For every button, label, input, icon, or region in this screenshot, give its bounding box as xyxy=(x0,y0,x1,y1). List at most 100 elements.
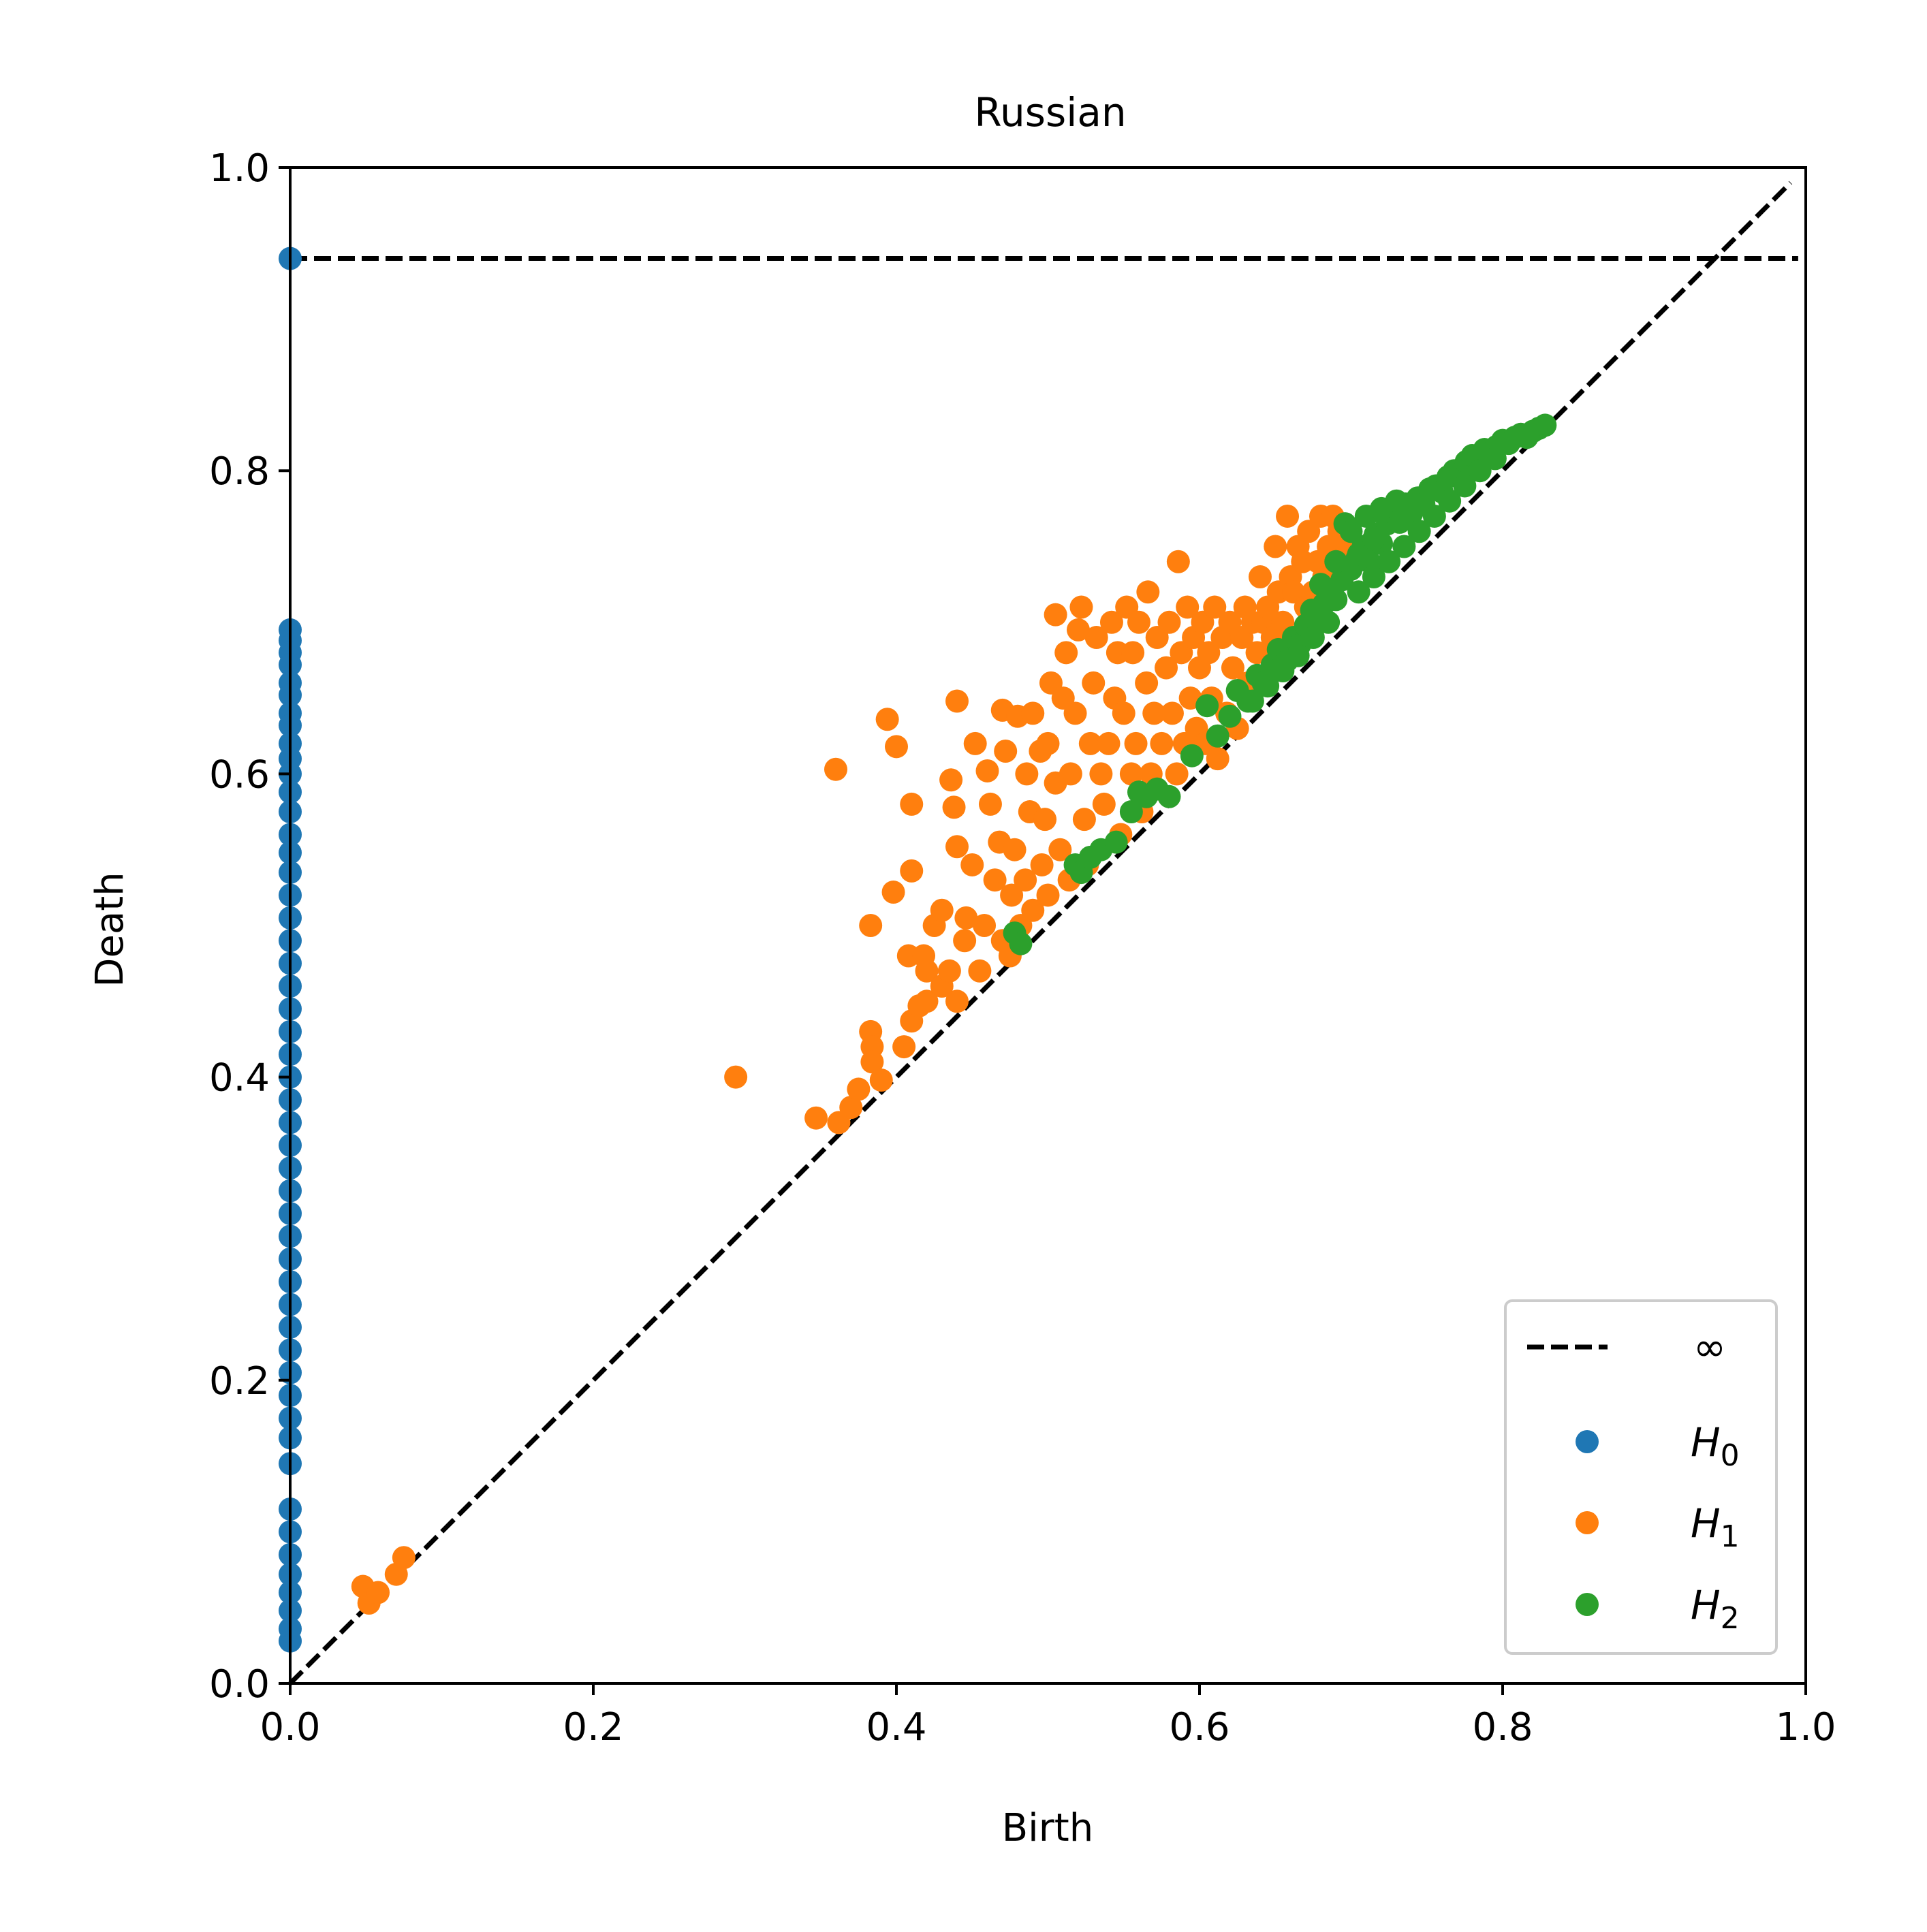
point-h1 xyxy=(869,1068,893,1092)
point-h1 xyxy=(1121,641,1145,665)
point-h1 xyxy=(954,906,978,930)
point-h1 xyxy=(1112,701,1135,725)
point-h1 xyxy=(1135,671,1159,695)
point-h2 xyxy=(1180,744,1204,767)
point-h1 xyxy=(994,740,1018,763)
point-h1 xyxy=(839,1096,863,1120)
plot-frame xyxy=(289,166,1807,1685)
point-h2 xyxy=(1347,542,1370,566)
point-h1 xyxy=(930,898,954,922)
point-h2 xyxy=(1119,800,1143,824)
point-h1 xyxy=(392,1546,416,1570)
point-h1 xyxy=(900,859,924,883)
point-h2 xyxy=(1377,550,1401,573)
x-axis-ticks: 0.0 0.2 0.4 0.6 0.8 1.0 xyxy=(260,1683,1836,1749)
point-h1 xyxy=(1119,762,1143,786)
point-h2 xyxy=(1218,704,1242,728)
x-tick-label: 1.0 xyxy=(1775,1705,1836,1749)
point-h1 xyxy=(885,735,908,759)
point-h1 xyxy=(1067,618,1090,642)
point-h2 xyxy=(1009,932,1033,955)
point-h1 xyxy=(1021,701,1045,725)
point-h1 xyxy=(724,1065,748,1089)
point-h1 xyxy=(1097,731,1121,755)
point-h1 xyxy=(892,1035,916,1059)
legend-swatch-h1 xyxy=(1576,1511,1599,1534)
point-h1 xyxy=(1078,731,1102,755)
y-tick-label: 0.8 xyxy=(209,449,270,494)
point-h2 xyxy=(1324,588,1348,612)
legend-infinity-label: ∞ xyxy=(1693,1324,1726,1370)
point-h2 xyxy=(1483,447,1507,471)
chart-title: Russian xyxy=(974,89,1126,136)
point-h1 xyxy=(1054,641,1078,665)
point-h1 xyxy=(1155,656,1178,680)
point-h1 xyxy=(1176,595,1200,619)
point-h1 xyxy=(1165,762,1189,786)
point-h1 xyxy=(1127,610,1150,634)
point-h1 xyxy=(1099,610,1123,634)
point-h1 xyxy=(1150,731,1174,755)
point-h1 xyxy=(881,881,905,904)
point-h2 xyxy=(1256,674,1280,698)
y-tick-label: 0.4 xyxy=(209,1056,270,1100)
y-tick-label: 0.2 xyxy=(209,1359,270,1404)
point-h1 xyxy=(915,989,939,1013)
point-h1 xyxy=(1249,565,1272,589)
point-h1 xyxy=(875,708,899,731)
point-h2 xyxy=(1324,550,1348,573)
point-h1 xyxy=(804,1106,828,1130)
point-h1 xyxy=(859,914,883,937)
point-h1 xyxy=(1014,868,1037,892)
point-h1 xyxy=(1124,731,1148,755)
point-h1 xyxy=(1276,504,1300,528)
point-h1 xyxy=(978,792,1002,816)
y-axis-ticks: 0.0 0.2 0.4 0.6 0.8 1.0 xyxy=(209,146,290,1707)
point-h1 xyxy=(1048,838,1072,861)
point-h2 xyxy=(1309,573,1332,597)
point-h1 xyxy=(939,768,963,792)
point-h1 xyxy=(1089,762,1113,786)
legend-swatch-h2 xyxy=(1576,1593,1599,1616)
x-tick-label: 0.0 xyxy=(260,1705,320,1749)
y-tick-label: 0.6 xyxy=(209,753,270,797)
point-h2 xyxy=(1339,520,1363,543)
point-h1 xyxy=(1033,808,1057,832)
legend-box xyxy=(1504,1299,1778,1655)
point-h1 xyxy=(915,959,939,983)
point-h2 xyxy=(1453,474,1477,498)
point-h1 xyxy=(1015,762,1039,786)
point-h1 xyxy=(1166,550,1190,573)
point-h2 xyxy=(1438,489,1462,513)
point-h1 xyxy=(1021,898,1045,922)
point-h1 xyxy=(1003,838,1027,861)
point-h2 xyxy=(1422,504,1446,528)
point-h1 xyxy=(1197,641,1221,665)
point-h1 xyxy=(1044,603,1067,627)
point-h1 xyxy=(973,914,997,937)
point-h1 xyxy=(942,795,966,819)
legend-label-h0: H0 xyxy=(1691,1419,1740,1473)
point-h2 xyxy=(1362,565,1385,589)
point-h1 xyxy=(860,1050,884,1074)
point-h1 xyxy=(963,731,987,755)
point-h1 xyxy=(1036,883,1060,907)
x-tick-label: 0.2 xyxy=(563,1705,623,1749)
point-h2 xyxy=(1195,694,1219,718)
point-h2 xyxy=(1301,626,1325,650)
point-h1 xyxy=(1142,701,1166,725)
point-h1 xyxy=(1092,792,1116,816)
point-h2 xyxy=(1347,580,1370,604)
point-h1 xyxy=(847,1077,871,1101)
x-tick-label: 0.8 xyxy=(1472,1705,1533,1749)
point-h1 xyxy=(1000,883,1024,907)
point-h1 xyxy=(975,759,999,782)
point-h1 xyxy=(1264,535,1287,558)
x-tick-label: 0.6 xyxy=(1169,1705,1229,1749)
point-h1 xyxy=(1084,626,1108,650)
point-h1 xyxy=(1082,671,1106,695)
point-h2 xyxy=(1385,489,1409,513)
point-h2 xyxy=(1392,535,1416,558)
